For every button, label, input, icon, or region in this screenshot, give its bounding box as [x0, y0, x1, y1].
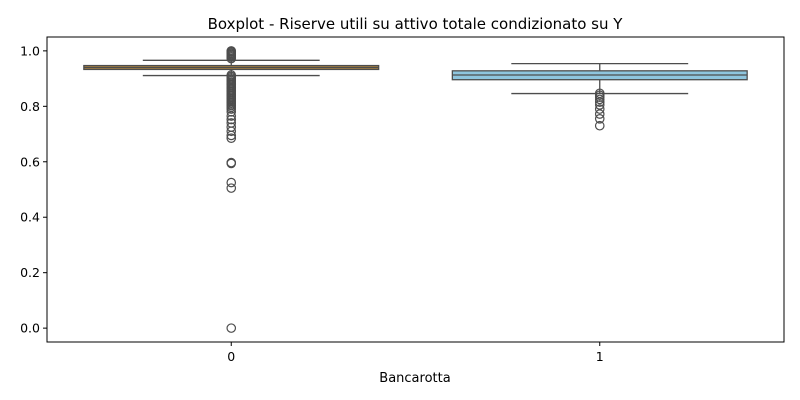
x-tick-label: 1: [596, 349, 604, 364]
box-group-0: [83, 46, 380, 333]
outlier-point: [226, 158, 237, 169]
outlier-point: [594, 94, 605, 105]
y-tick-label: 0.8: [20, 99, 40, 114]
outlier-point: [226, 111, 237, 121]
outlier-point: [594, 109, 605, 119]
y-tick-label: 1.0: [20, 43, 40, 58]
outlier-point: [226, 53, 237, 64]
chart-title: Boxplot - Riserve utili su attivo totale…: [208, 15, 624, 33]
outlier-point: [594, 120, 605, 131]
y-tick-label: 0.0: [20, 321, 40, 336]
outlier-point: [226, 130, 237, 141]
outlier-point: [594, 97, 605, 107]
outlier-point: [594, 100, 605, 110]
y-axis: 0.0 0.2 0.4 0.6 0.8 1.0: [20, 43, 47, 336]
outlier-point: [226, 114, 237, 125]
box-group-1: [451, 62, 748, 131]
outlier-point: [226, 323, 237, 333]
outlier-point: [226, 104, 237, 114]
y-tick-label: 0.4: [20, 210, 40, 225]
plot-area-frame: [46, 36, 785, 343]
outlier-point: [226, 126, 237, 137]
outlier-point: [226, 133, 237, 144]
y-tick-label: 0.2: [20, 265, 40, 280]
outlier-point: [226, 177, 237, 188]
x-axis-label: Bancarotta: [379, 371, 450, 386]
x-tick-label: 0: [227, 349, 235, 364]
box-series: [83, 46, 748, 333]
outlier-point: [226, 183, 237, 193]
outlier-point: [594, 113, 605, 124]
outlier-point: [594, 104, 605, 114]
y-tick-label: 0.6: [20, 154, 40, 169]
outlier-point: [226, 107, 237, 117]
